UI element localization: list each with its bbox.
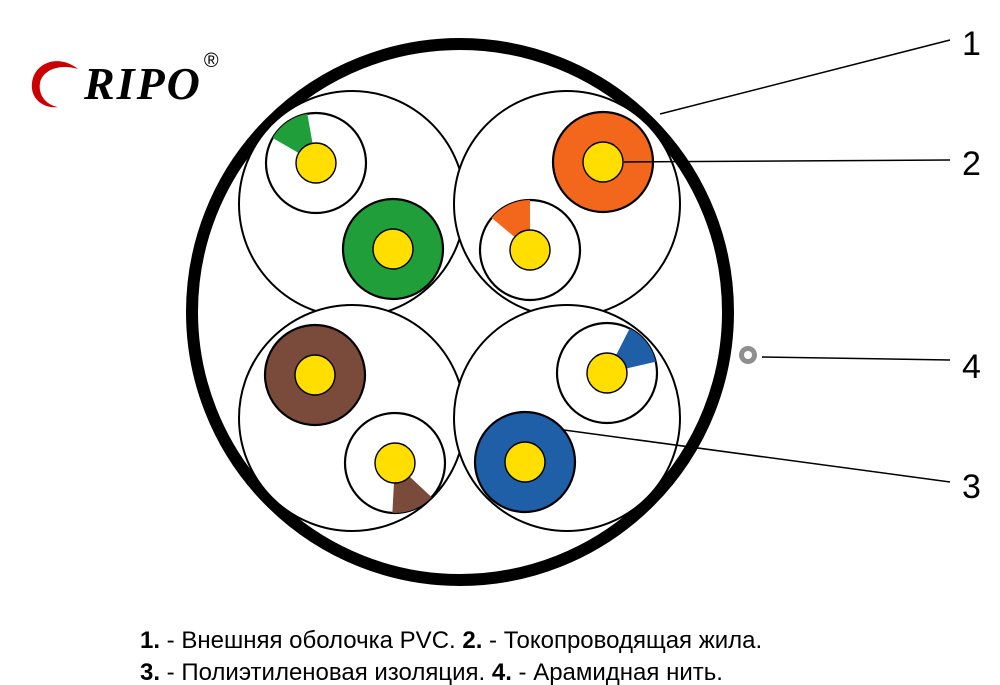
pair-green [239, 91, 465, 317]
callout-number-1: 1 [962, 25, 981, 64]
conductor [375, 443, 415, 483]
legend-line-1: 1. - Внешняя оболочка PVC. 2. - Токопров… [140, 625, 762, 657]
diagram-stage: RIPO ® 1243 1. - Внешняя оболочка PVC. 2… [0, 0, 1000, 685]
legend-line-2: 3. - Полиэтиленовая изоляция. 4. - Арами… [140, 657, 762, 685]
legend: 1. - Внешняя оболочка PVC. 2. - Токопров… [140, 625, 762, 685]
conductor [510, 230, 550, 270]
leader-line-1 [660, 40, 950, 114]
leader-line-2 [624, 160, 950, 162]
leader-line-4 [762, 357, 950, 360]
conductor [373, 229, 413, 269]
conductor [587, 353, 627, 393]
cable-cross-section-diagram [0, 0, 1000, 685]
callout-number-4: 4 [962, 348, 981, 387]
callout-number-3: 3 [962, 468, 981, 507]
conductor [583, 142, 623, 182]
conductor [296, 143, 336, 183]
conductor [505, 442, 545, 482]
conductor [295, 355, 335, 395]
callout-number-2: 2 [962, 145, 981, 184]
aramid-thread-core [744, 351, 752, 359]
